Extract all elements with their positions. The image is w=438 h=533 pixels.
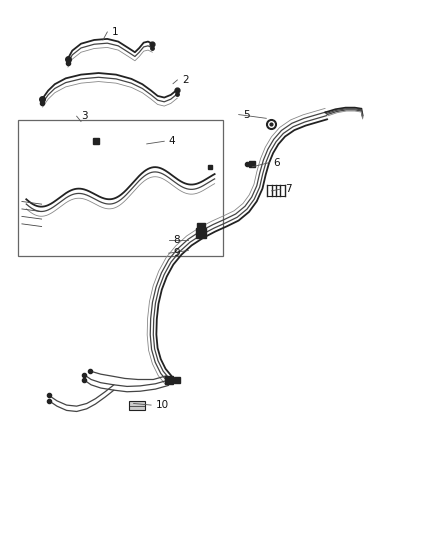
Text: 1: 1 xyxy=(112,27,118,37)
Text: 5: 5 xyxy=(243,110,250,119)
Bar xyxy=(18,120,223,256)
Text: 6: 6 xyxy=(274,158,280,167)
Bar xyxy=(129,401,145,410)
Text: 2: 2 xyxy=(182,75,188,85)
Text: 4: 4 xyxy=(169,136,175,146)
Text: 8: 8 xyxy=(173,235,180,245)
Text: 7: 7 xyxy=(285,184,291,194)
Text: 3: 3 xyxy=(81,111,88,121)
Text: 9: 9 xyxy=(173,248,180,258)
Text: 10: 10 xyxy=(155,400,169,410)
